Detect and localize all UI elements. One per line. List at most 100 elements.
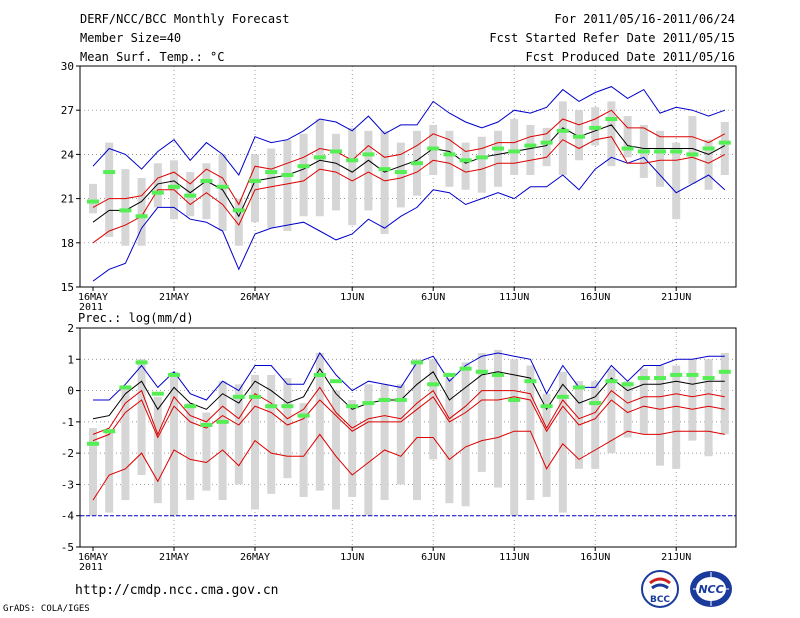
- panel1-line-p-lo: [92, 136, 726, 244]
- panel2-box: [413, 359, 421, 501]
- panel1-line-max: [92, 156, 726, 282]
- panel2-line-min: [92, 430, 725, 501]
- panel2-box: [526, 365, 535, 501]
- panel2-box: [461, 362, 470, 507]
- footer-url: http://cmdp.ncc.cma.gov.cn: [75, 583, 279, 598]
- panel1-clim-marker: [232, 208, 245, 213]
- ncc-logo-text: NCC: [698, 583, 723, 596]
- panel1-ytick-label: 27: [61, 104, 74, 117]
- panel2-ytick-label: -5: [61, 541, 74, 554]
- panel2-clim-marker: [718, 369, 731, 374]
- panel2-clim-marker: [621, 382, 634, 387]
- panel1-box: [720, 121, 729, 176]
- panel2-box: [672, 365, 681, 469]
- panel1-clim-marker: [168, 184, 180, 189]
- panel1-clim-marker: [524, 143, 537, 148]
- panel1-clim-marker: [605, 117, 618, 122]
- panel1-ytick-label: 15: [61, 281, 74, 294]
- panel2-ytick-label: 1: [67, 353, 74, 366]
- panel1-clim-marker: [103, 170, 116, 175]
- panel1-clim-marker: [670, 149, 683, 154]
- panel2-clim-marker: [492, 372, 504, 377]
- panel2-xtick-label: 6JUN: [421, 552, 445, 563]
- panel1-frame: [79, 65, 737, 288]
- panel1-clim-marker: [589, 125, 602, 130]
- panel2-clim-marker: [87, 441, 99, 446]
- panel2-box: [494, 349, 502, 488]
- panel1-box: [542, 127, 551, 167]
- panel2-ytick-label: 0: [67, 385, 74, 398]
- panel1-clim-marker: [718, 140, 731, 145]
- panel1-clim-marker: [394, 170, 407, 175]
- panel1-clim-marker: [281, 173, 294, 178]
- panel1-clim-marker: [573, 134, 585, 139]
- panel2-xtick-label: 11JUN: [499, 552, 529, 563]
- panel2-box: [639, 368, 648, 435]
- panel2-clim-marker: [330, 379, 342, 384]
- panel1-clim-marker: [702, 146, 715, 151]
- panel2-clim-marker: [232, 394, 245, 399]
- panel2-xtick-label: 1JUN: [340, 552, 364, 563]
- panel1-clim-marker: [378, 167, 391, 172]
- panel2-clim-marker: [589, 401, 602, 406]
- panel2-clim-marker: [508, 397, 521, 402]
- panel1-clim-marker: [184, 193, 197, 198]
- panel1-box: [688, 116, 697, 184]
- panel1-clim-marker: [508, 149, 521, 154]
- panel1-box: [137, 177, 146, 246]
- panel2-box: [704, 359, 713, 457]
- panel2-clim-marker: [459, 366, 472, 371]
- panel1-box: [461, 142, 470, 190]
- panel2-box: [607, 368, 616, 454]
- panel2-clim-marker: [573, 385, 585, 390]
- panel1-clim-marker: [346, 158, 359, 163]
- panel1-ytick-label: 30: [61, 60, 74, 73]
- panel2-box: [218, 381, 227, 501]
- panel2-frame: [79, 327, 737, 548]
- panel1-clim-marker: [297, 164, 310, 169]
- panel2-clim-marker: [151, 391, 164, 396]
- panel1-box: [380, 130, 389, 234]
- panel1-box: [202, 163, 211, 220]
- panel1-box: [267, 148, 276, 229]
- panel1-ytick-label: 18: [61, 237, 74, 250]
- panel1-box: [558, 101, 567, 176]
- panel1-xtick-label: 26MAY: [240, 292, 270, 303]
- panel1-clim-marker: [637, 149, 650, 154]
- panel2-box: [688, 359, 697, 441]
- panel2-box: [251, 374, 259, 510]
- panel2-box: [315, 353, 324, 491]
- panel1-box: [477, 136, 486, 193]
- panel2-ytick-label: -3: [61, 478, 74, 491]
- member-size: Member Size=40: [80, 31, 182, 45]
- panel2-clim-marker: [200, 422, 213, 427]
- panel1-clim-marker: [87, 199, 99, 204]
- bcc-logo: BCC: [640, 569, 680, 609]
- panel1-box: [234, 198, 243, 246]
- panel2-box: [477, 353, 486, 472]
- panel2-clim-marker: [427, 382, 440, 387]
- refer-date: Fcst Started Refer Date 2011/05/15: [489, 31, 735, 45]
- panel2-clim-marker: [249, 394, 261, 399]
- panel2-clim-marker: [103, 429, 116, 434]
- panel2-box: [153, 396, 162, 504]
- panel1-xtick-label: 21JUN: [661, 292, 691, 303]
- panel1-box: [445, 130, 454, 187]
- panel2-ytick-label: -4: [61, 510, 75, 523]
- panel1-clim-marker: [427, 146, 440, 151]
- panel2-box: [380, 384, 389, 501]
- panel1-clim-marker: [216, 184, 229, 189]
- panel1-clim-marker: [200, 178, 213, 183]
- panel2-clim-marker: [313, 372, 326, 377]
- panel1-xtick-label: 6JUN: [421, 292, 445, 303]
- panel2-clim-marker: [168, 372, 180, 377]
- panel1-box: [105, 142, 114, 237]
- panel1-clim-marker: [119, 208, 132, 213]
- panel2-box: [234, 384, 243, 485]
- panel2-line-mean: [92, 367, 725, 420]
- panel1-box: [315, 119, 324, 217]
- panel2-box: [558, 371, 567, 513]
- panel1-box: [672, 142, 681, 220]
- panel1-box: [510, 119, 519, 176]
